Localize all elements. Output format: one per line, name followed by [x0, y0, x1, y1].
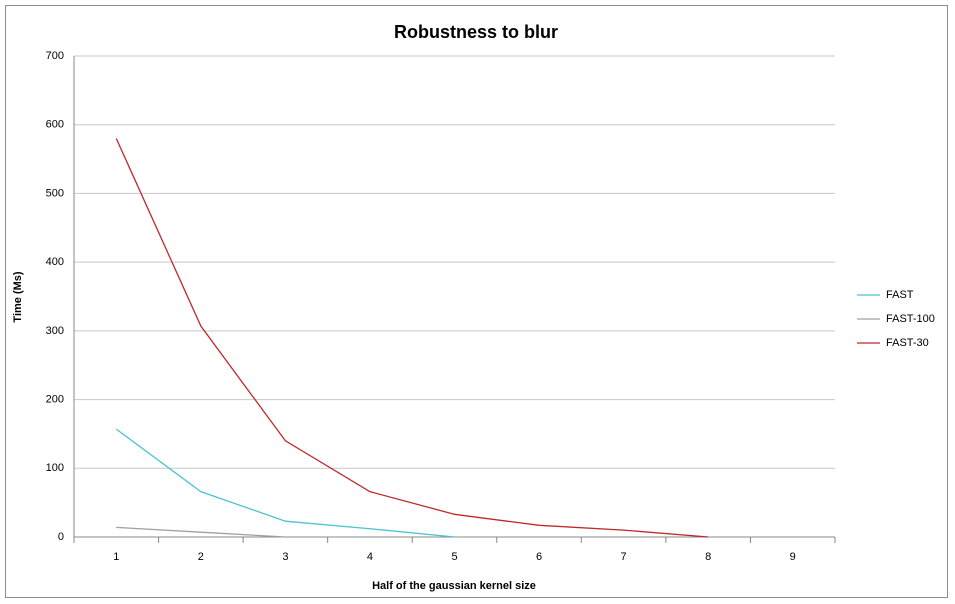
x-tick-label: 6	[536, 551, 542, 563]
chart-border	[5, 5, 948, 598]
legend-label: FAST-30	[886, 337, 929, 349]
y-tick-label: 500	[46, 187, 64, 199]
y-tick-label: 200	[46, 393, 64, 405]
y-tick-label: 700	[46, 50, 64, 62]
y-tick-label: 100	[46, 462, 64, 474]
x-tick-label: 3	[282, 551, 288, 563]
chart-title: Robustness to blur	[394, 22, 558, 42]
y-axis-label: Time (Ms)	[12, 271, 24, 322]
x-tick-label: 1	[113, 551, 119, 563]
x-tick-label: 2	[198, 551, 204, 563]
x-axis-label: Half of the gaussian kernel size	[372, 580, 536, 592]
y-tick-label: 400	[46, 256, 64, 268]
series-line	[116, 526, 286, 538]
series-line	[115, 138, 709, 538]
y-tick-label: 600	[46, 119, 64, 131]
legend-label: FAST	[886, 289, 914, 301]
x-tick-label: 5	[451, 551, 457, 563]
x-tick-label: 7	[621, 551, 627, 563]
y-tick-label: 300	[46, 325, 64, 337]
x-tick-label: 4	[367, 551, 373, 563]
legend-label: FAST-100	[886, 313, 935, 325]
y-tick-label: 0	[58, 531, 64, 543]
x-tick-label: 9	[790, 551, 796, 563]
series-line	[115, 428, 455, 538]
x-tick-label: 8	[705, 551, 711, 563]
